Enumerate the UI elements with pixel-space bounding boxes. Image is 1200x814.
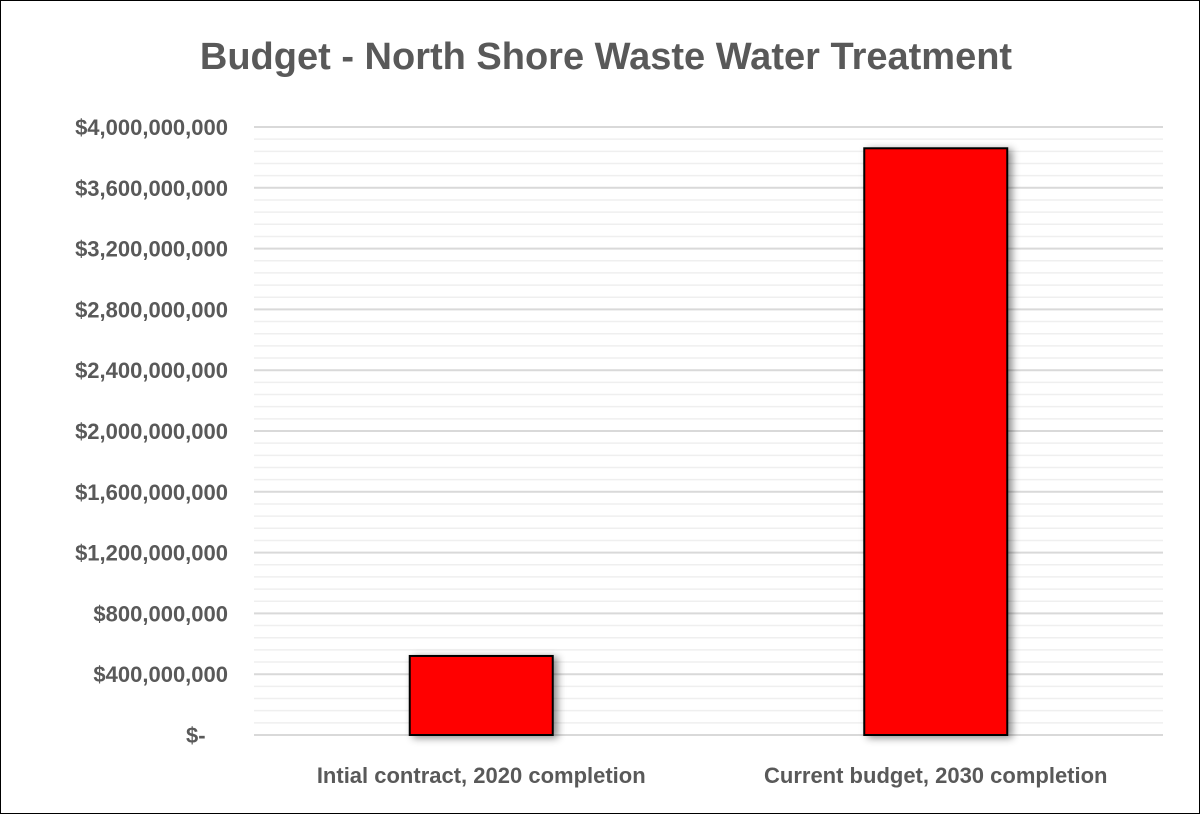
y-tick-label: $3,600,000,000 — [75, 176, 228, 201]
y-tick-label: $4,000,000,000 — [75, 115, 228, 140]
bar — [863, 147, 1009, 736]
y-tick-label: $2,400,000,000 — [75, 358, 228, 383]
y-tick-label: $3,200,000,000 — [75, 237, 228, 262]
y-tick-label: $1,600,000,000 — [75, 480, 228, 505]
y-tick-label: $2,800,000,000 — [75, 297, 228, 322]
y-tick-label: $1,200,000,000 — [75, 541, 228, 566]
y-tick-label: $- — [186, 723, 206, 748]
y-tick-label: $2,000,000,000 — [75, 419, 228, 444]
x-tick-label: Current budget, 2030 completion — [764, 763, 1108, 788]
chart-title: Budget - North Shore Waste Water Treatme… — [200, 36, 1013, 78]
y-tick-label: $400,000,000 — [93, 662, 228, 687]
y-tick-label: $800,000,000 — [93, 601, 228, 626]
x-tick-label: Intial contract, 2020 completion — [317, 763, 646, 788]
bar — [408, 654, 554, 737]
